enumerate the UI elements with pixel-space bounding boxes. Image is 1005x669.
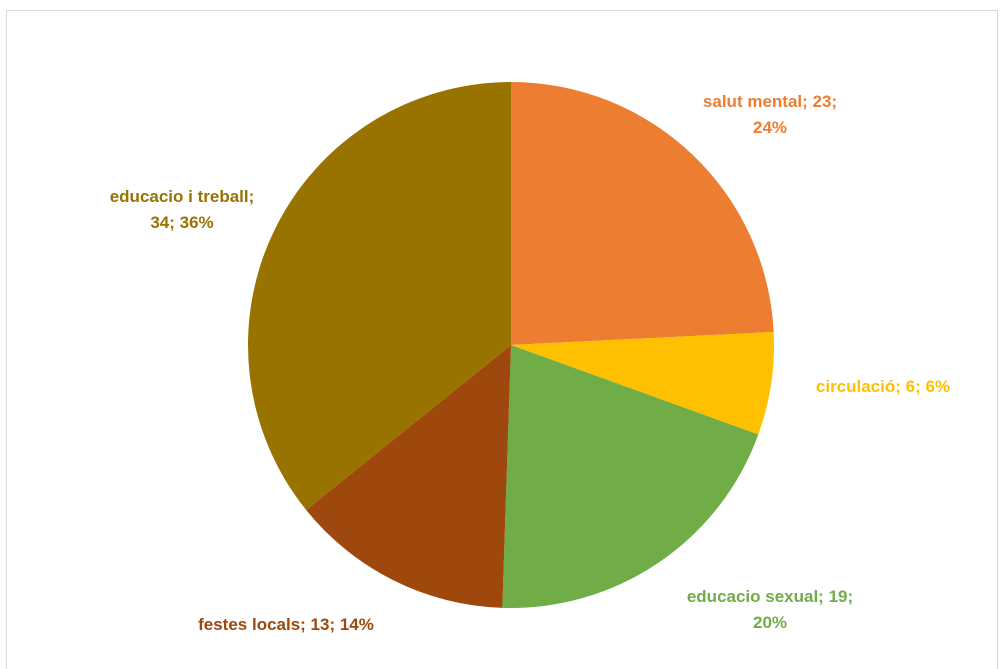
pie-slice [511, 82, 774, 345]
pie-slice [248, 82, 511, 510]
data-label: educacio i treball; 34; 36% [109, 187, 255, 232]
pie-slice [511, 331, 774, 435]
data-label: salut mental; 23; 24% [702, 92, 838, 137]
data-label: circulació; 6; 6% [815, 377, 951, 396]
data-label: educacio sexual; 19; 20% [686, 587, 854, 632]
data-label: festes locals; 13; 14% [198, 615, 374, 634]
pie-slice [306, 345, 511, 608]
pie-slice [502, 345, 759, 608]
